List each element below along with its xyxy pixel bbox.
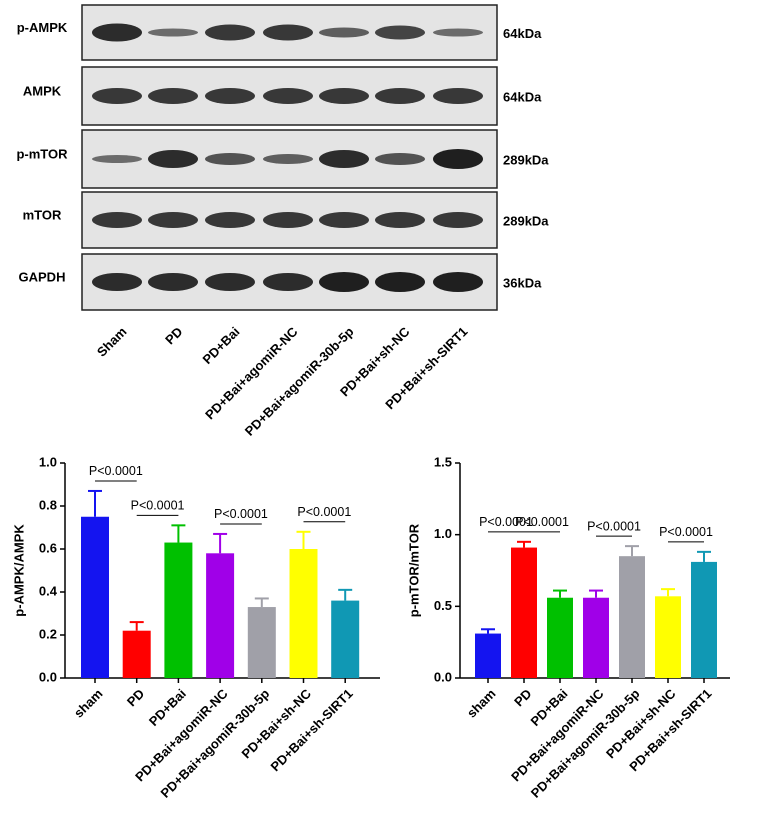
band (148, 150, 198, 168)
lane-label: PD+Bai+agomiR-30b-5p (242, 324, 357, 439)
band (205, 273, 255, 291)
band (205, 212, 255, 228)
row-label: mTOR (23, 207, 62, 222)
bar (619, 556, 645, 678)
row-label: p-AMPK (17, 20, 68, 35)
band (375, 153, 425, 165)
band (319, 212, 369, 228)
significance-label: P<0.0001 (131, 499, 185, 513)
bar (122, 630, 151, 678)
x-tick-label: PD+Bai+sh-SIRT1 (267, 686, 355, 774)
y-tick-label: 1.5 (434, 454, 452, 469)
kda-label: 64kDa (503, 26, 542, 41)
bar (475, 633, 501, 678)
band (319, 27, 369, 38)
y-tick-label: 0.6 (39, 540, 57, 555)
band (92, 273, 142, 291)
bar (655, 596, 681, 678)
kda-label: 289kDa (503, 213, 549, 228)
band (375, 88, 425, 104)
significance-label: P<0.0001 (515, 515, 569, 529)
y-axis-label: p-AMPK/AMPK (11, 524, 26, 617)
band (433, 212, 483, 228)
lane-label: PD+Bai (199, 324, 242, 367)
lane-label: Sham (94, 324, 130, 360)
significance-label: P<0.0001 (214, 507, 268, 521)
bar (547, 597, 573, 678)
band (92, 88, 142, 104)
bar (289, 549, 318, 678)
band (433, 149, 483, 169)
x-tick-label: sham (464, 686, 499, 721)
row-label: AMPK (23, 83, 62, 98)
significance-label: P<0.0001 (297, 505, 351, 519)
y-tick-label: 0.8 (39, 497, 57, 512)
bar (164, 542, 193, 678)
kda-label: 289kDa (503, 152, 549, 167)
y-axis-label: p-mTOR/mTOR (406, 523, 421, 617)
kda-label: 36kDa (503, 275, 542, 290)
band (433, 88, 483, 104)
y-tick-label: 0.5 (434, 598, 452, 613)
bar (247, 607, 276, 678)
band (319, 88, 369, 104)
kda-label: 64kDa (503, 89, 542, 104)
lane-label: PD (162, 324, 185, 347)
band (319, 272, 369, 292)
band (205, 88, 255, 104)
band (205, 153, 255, 165)
significance-label: P<0.0001 (479, 515, 533, 529)
band (148, 212, 198, 228)
y-tick-label: 0.0 (434, 669, 452, 684)
row-label: p-mTOR (16, 146, 68, 161)
y-tick-label: 1.0 (39, 454, 57, 469)
band (375, 25, 425, 40)
bar (691, 561, 717, 678)
band (319, 150, 369, 168)
significance-label: P<0.0001 (89, 464, 143, 478)
band (433, 28, 483, 37)
band (205, 24, 255, 41)
row-label: GAPDH (19, 269, 66, 284)
band (375, 272, 425, 292)
bar (583, 597, 609, 678)
x-tick-label: sham (71, 686, 106, 721)
band (375, 212, 425, 228)
band (263, 212, 313, 228)
y-tick-label: 1.0 (434, 526, 452, 541)
band (433, 272, 483, 292)
y-tick-label: 0.0 (39, 669, 57, 684)
band (148, 273, 198, 291)
significance-label: P<0.0001 (587, 519, 641, 533)
bar (511, 547, 537, 678)
y-tick-label: 0.2 (39, 626, 57, 641)
bar (81, 516, 109, 678)
y-tick-label: 0.4 (39, 583, 58, 598)
x-tick-label: PD (511, 686, 534, 709)
band (263, 88, 313, 104)
band (263, 24, 313, 41)
band (263, 154, 313, 164)
band (92, 212, 142, 228)
band (263, 273, 313, 291)
bar (206, 553, 235, 678)
band (92, 155, 142, 163)
band (92, 23, 142, 42)
bar (331, 600, 360, 678)
significance-label: P<0.0001 (659, 525, 713, 539)
x-tick-label: PD (124, 686, 147, 709)
band (148, 88, 198, 104)
band (148, 28, 198, 37)
